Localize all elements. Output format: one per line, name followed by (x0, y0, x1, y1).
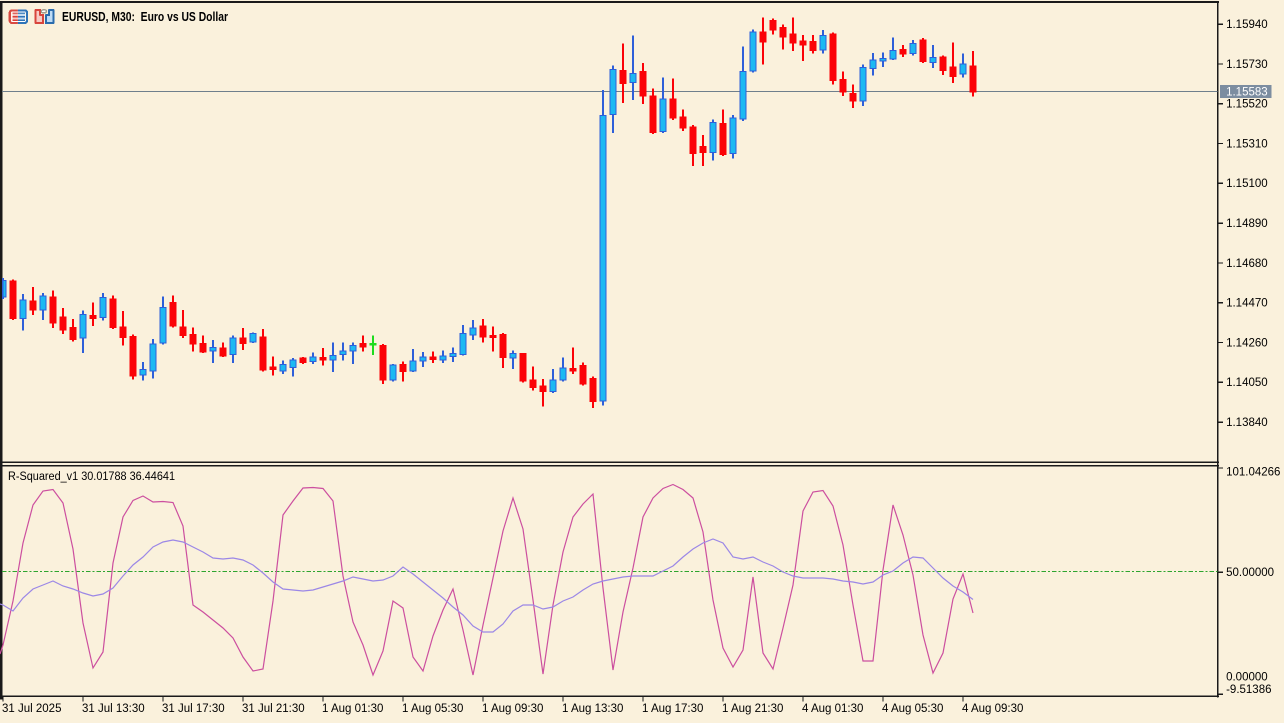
svg-text:31 Jul 2025: 31 Jul 2025 (2, 703, 61, 715)
svg-text:1.15100: 1.15100 (1226, 178, 1268, 190)
svg-text:1 Aug 13:30: 1 Aug 13:30 (562, 703, 623, 715)
svg-text:1.14680: 1.14680 (1226, 258, 1268, 270)
svg-text:1 Aug 05:30: 1 Aug 05:30 (402, 703, 463, 715)
svg-text:31 Jul 13:30: 31 Jul 13:30 (82, 703, 145, 715)
svg-text:1 Aug 17:30: 1 Aug 17:30 (642, 703, 703, 715)
svg-text:1.15583: 1.15583 (1226, 87, 1268, 99)
svg-text:-9.51386: -9.51386 (1226, 684, 1271, 696)
svg-text:1 Aug 21:30: 1 Aug 21:30 (722, 703, 783, 715)
svg-text:1 Aug 01:30: 1 Aug 01:30 (322, 703, 383, 715)
svg-text:1.15940: 1.15940 (1226, 19, 1268, 31)
svg-text:4 Aug 09:30: 4 Aug 09:30 (962, 703, 1023, 715)
svg-text:1.14050: 1.14050 (1226, 377, 1268, 389)
svg-text:R-Squared_v1 30.01788 36.44641: R-Squared_v1 30.01788 36.44641 (8, 471, 175, 483)
svg-text:31 Jul 17:30: 31 Jul 17:30 (162, 703, 225, 715)
svg-text:50.00000: 50.00000 (1226, 567, 1274, 579)
svg-text:1.14260: 1.14260 (1226, 337, 1268, 349)
svg-text:0.00000: 0.00000 (1226, 672, 1268, 684)
svg-text:31 Jul 21:30: 31 Jul 21:30 (242, 703, 305, 715)
svg-text:1.13840: 1.13840 (1226, 417, 1268, 429)
svg-text:1 Aug 09:30: 1 Aug 09:30 (482, 703, 543, 715)
svg-text:101.04266: 101.04266 (1226, 467, 1280, 479)
svg-text:4 Aug 01:30: 4 Aug 01:30 (802, 703, 863, 715)
svg-text:1.15520: 1.15520 (1226, 99, 1268, 111)
svg-text:1.15310: 1.15310 (1226, 138, 1268, 150)
svg-text:EURUSD, M30: Euro vs US Dolla: EURUSD, M30: Euro vs US Dollar (62, 10, 228, 24)
svg-text:4 Aug 05:30: 4 Aug 05:30 (882, 703, 943, 715)
svg-text:1.14890: 1.14890 (1226, 218, 1268, 230)
svg-text:1.15730: 1.15730 (1226, 59, 1268, 71)
svg-text:1.14470: 1.14470 (1226, 298, 1268, 310)
